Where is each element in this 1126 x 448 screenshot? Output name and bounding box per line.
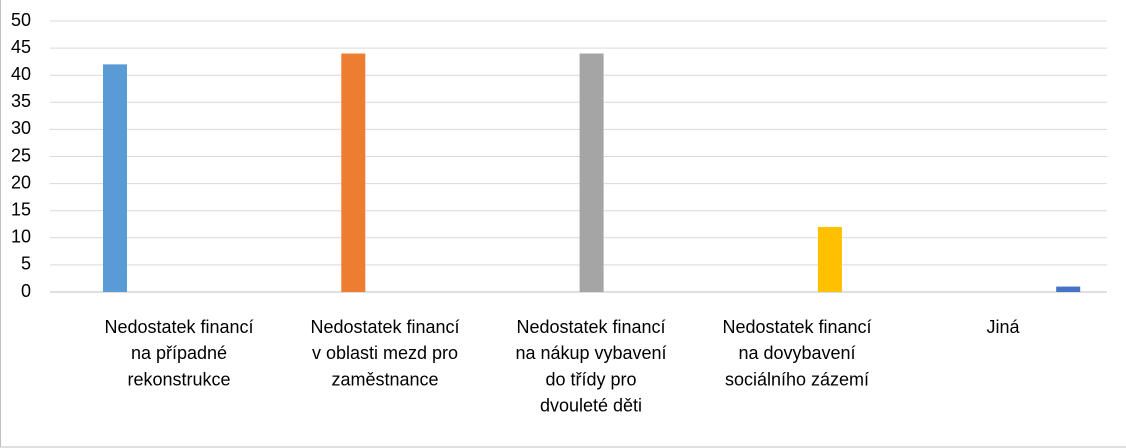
- x-tick-label: Nedostatek financí: [310, 317, 459, 337]
- x-tick-label: zaměstnance: [331, 369, 438, 389]
- bar: [579, 53, 604, 292]
- y-tick-label: 40: [11, 64, 31, 84]
- y-tick-label: 25: [11, 145, 31, 165]
- x-tick-label: Nedostatek financí: [516, 317, 665, 337]
- y-tick-label: 10: [11, 227, 31, 247]
- bar: [341, 53, 366, 292]
- x-tick-label: rekonstrukce: [127, 369, 230, 389]
- x-tick-label: dvouleté děti: [540, 396, 642, 416]
- y-tick-label: 45: [11, 37, 31, 57]
- y-tick-label: 35: [11, 91, 31, 111]
- x-tick-label: do třídy pro: [545, 369, 636, 389]
- x-tick-label: na případné: [131, 343, 227, 363]
- bar: [1056, 286, 1081, 292]
- bar: [817, 226, 842, 292]
- bar: [103, 64, 127, 292]
- x-tick-label: v oblasti mezd pro: [312, 343, 458, 363]
- x-tick-label: Nedostatek financí: [722, 317, 871, 337]
- y-tick-label: 30: [11, 118, 31, 138]
- y-tick-label: 15: [11, 199, 31, 219]
- y-tick-label: 0: [21, 281, 31, 301]
- x-tick-label: Jiná: [986, 317, 1020, 337]
- y-tick-label: 50: [11, 10, 31, 30]
- x-tick-label: sociálního zázemí: [725, 369, 869, 389]
- y-tick-label: 20: [11, 172, 31, 192]
- y-tick-label: 5: [21, 254, 31, 274]
- x-tick-label: na dovybavení: [738, 343, 855, 363]
- x-tick-label: Nedostatek financí: [104, 317, 253, 337]
- x-tick-label: na nákup vybavení: [515, 343, 666, 363]
